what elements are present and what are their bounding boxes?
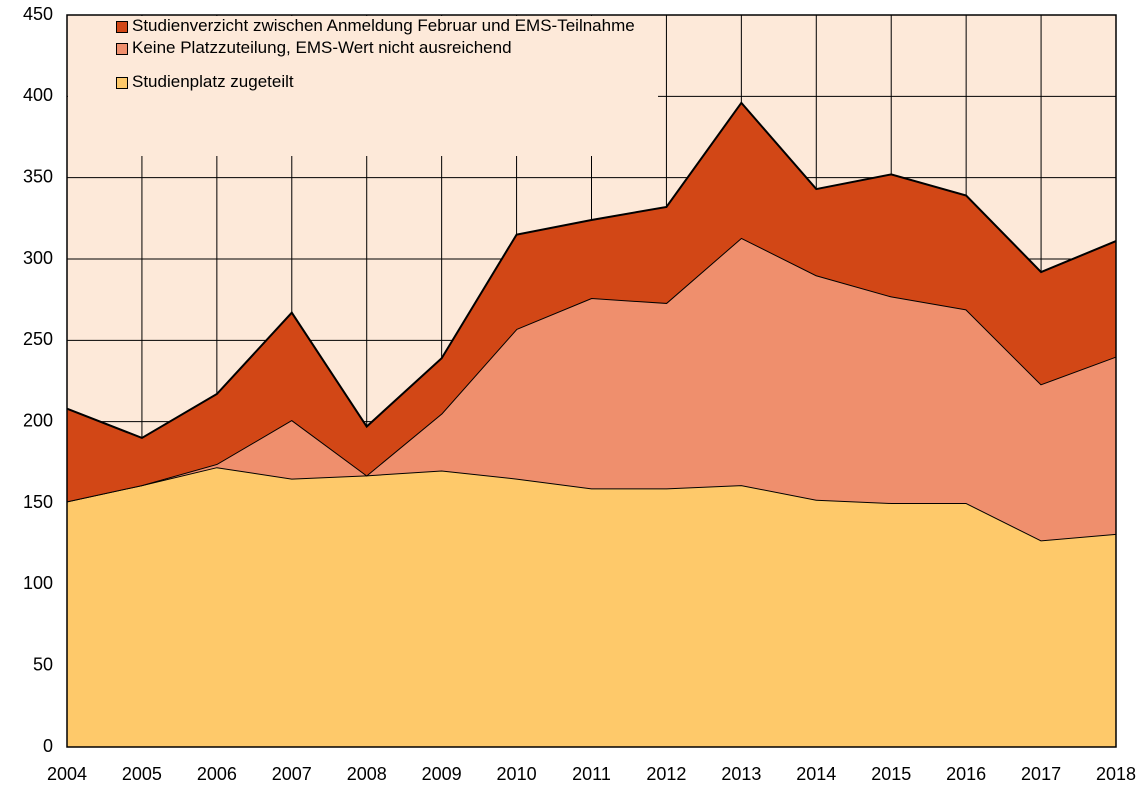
x-tick-label: 2008: [347, 764, 387, 784]
area: [67, 467, 1116, 747]
plot-frame: [66, 14, 1117, 748]
x-tick-label: 2006: [197, 764, 237, 784]
legend-item: Studienplatz zugeteilt: [116, 72, 636, 92]
x-tick-label: 2011: [572, 764, 611, 784]
legend: Studienverzicht zwischen Anmeldung Febru…: [68, 16, 658, 156]
y-tick-label: 0: [43, 736, 53, 756]
x-tick-label: 2014: [796, 764, 836, 784]
x-tick-label: 2017: [1021, 764, 1061, 784]
y-tick-label: 100: [23, 573, 53, 593]
legend-swatch: [116, 43, 128, 55]
x-tick-label: 2005: [122, 764, 162, 784]
legend-item: Studienverzicht zwischen Anmeldung Febru…: [116, 16, 636, 36]
x-tick-label: 2009: [422, 764, 462, 784]
legend-item: Keine Platzzuteilung, EMS-Wert nicht aus…: [116, 38, 636, 58]
x-tick-label: 2007: [272, 764, 312, 784]
area-edge: [66, 101, 1117, 440]
x-tick-label: 2013: [721, 764, 761, 784]
legend-swatch: [116, 77, 128, 89]
x-tick-label: 2018: [1096, 764, 1136, 784]
y-tick-label: 200: [23, 410, 53, 430]
y-tick-label: 350: [23, 166, 53, 186]
area: [67, 102, 1116, 502]
x-tick-label: 2012: [646, 764, 686, 784]
y-tick-label: 50: [33, 654, 53, 674]
legend-swatch: [116, 21, 128, 33]
legend-label: Keine Platzzuteilung, EMS-Wert nicht aus…: [132, 38, 512, 57]
x-tick-label: 2016: [946, 764, 986, 784]
y-tick-label: 250: [23, 329, 53, 349]
y-tick-label: 400: [23, 85, 53, 105]
y-tick-label: 300: [23, 248, 53, 268]
y-tick-label: 150: [23, 492, 53, 512]
area: [67, 237, 1116, 541]
y-tick-label: 450: [23, 4, 53, 24]
legend-label: Studienverzicht zwischen Anmeldung Febru…: [132, 16, 635, 35]
x-tick-label: 2010: [497, 764, 537, 784]
x-tick-label: 2004: [47, 764, 87, 784]
legend-label: Studienplatz zugeteilt: [132, 72, 294, 91]
x-tick-label: 2015: [871, 764, 911, 784]
